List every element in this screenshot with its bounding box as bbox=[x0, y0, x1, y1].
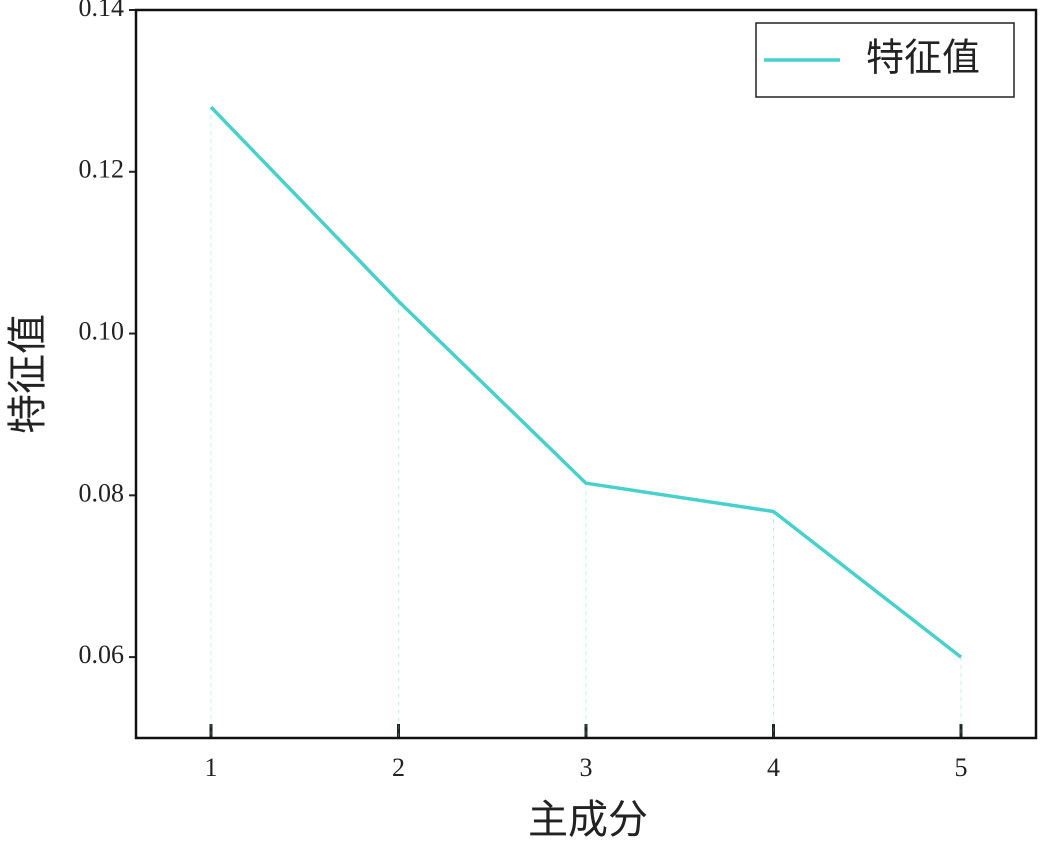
line bbox=[209, 105, 963, 659]
x-axis-title: 主成分 bbox=[528, 797, 648, 843]
plot-frame bbox=[134, 8, 1038, 740]
x-tick-label: 4 bbox=[767, 753, 780, 782]
y-tick-label: 0.14 bbox=[79, 0, 125, 22]
x-tick-label: 2 bbox=[392, 753, 405, 782]
x-tick-label: 3 bbox=[580, 753, 593, 782]
y-tick-label: 0.12 bbox=[79, 155, 125, 184]
x-tick-label: 1 bbox=[205, 753, 218, 782]
y-tick-label: 0.10 bbox=[79, 317, 125, 346]
x-tick-label: 5 bbox=[955, 753, 968, 782]
y-tick-label: 0.08 bbox=[79, 478, 125, 507]
y-axis-title: 特征值 bbox=[5, 314, 51, 434]
y-tick-label: 0.06 bbox=[79, 640, 125, 669]
legend-label: 特征值 bbox=[866, 36, 980, 80]
